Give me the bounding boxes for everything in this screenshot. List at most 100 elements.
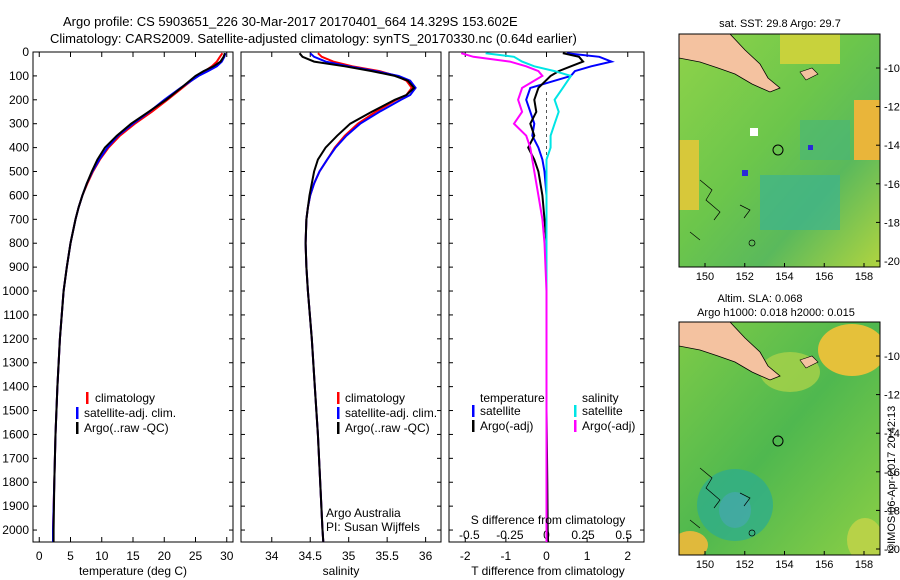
series-line-temperature-argo-adj: [527, 52, 585, 543]
sla-map: Altim. SLA: 0.068 Argo h1000: 0.018 h200…: [678, 293, 900, 571]
lat-tick-label: -16: [884, 467, 900, 479]
sla-high-patch: [679, 531, 708, 555]
sla-low-patch: [719, 492, 751, 528]
x-tick-label: 35: [342, 549, 356, 563]
y-tick-label: 900: [9, 260, 29, 274]
x-tick-label: 0: [36, 549, 43, 563]
legend-label-temp-argo: Argo(-adj): [480, 419, 533, 433]
series-line-climatology: [304, 52, 414, 543]
x-tick-label: 25: [189, 549, 203, 563]
legend-swatch-argo: [76, 422, 79, 434]
legend-swatch-satellite-clim: [337, 407, 340, 419]
x2-tick-label: -0.25: [496, 528, 524, 542]
sst-map-axes: 150 152 154 156 158 -10 -12 -14 -16 -18 -20: [696, 63, 900, 283]
sla-map-frame: [678, 321, 881, 556]
lat-tick-label: -16: [884, 179, 900, 191]
lon-tick-label: 152: [736, 271, 754, 283]
sst-map-title: sat. SST: 29.8 Argo: 29.7: [719, 18, 841, 30]
land-islands: [799, 67, 819, 81]
sst-warm-patch: [780, 34, 840, 64]
lon-tick-label: 152: [736, 559, 754, 571]
y-tick-label: 400: [9, 141, 29, 155]
temperature-panel: 0100200300400500600700800900100011001200…: [2, 45, 233, 578]
lat-tick-label: -18: [884, 505, 900, 517]
sla-map-title-1: Altim. SLA: 0.068: [718, 293, 803, 305]
legend-swatch-climatology: [86, 392, 89, 404]
difference-legend-salinity: salinity satellite Argo(-adj): [574, 391, 635, 433]
imos-credit: ©IMOS 06-Apr-2017 20:42:13: [886, 406, 898, 552]
temperature-xlabel: temperature (deg C): [79, 564, 187, 578]
salinity-panel: 34 34.5 35 35.5 36 salinity climatology sate…: [240, 51, 442, 578]
land-papua-new-guinea: [679, 322, 781, 381]
legend-label-climatology: climatology: [345, 391, 405, 405]
series-line-salinity-argo-adj: [460, 52, 548, 542]
y-tick-label: 300: [9, 117, 29, 131]
series-line-argo-raw-qc: [52, 52, 226, 542]
reef-marker: [748, 529, 756, 537]
series-line-temperature-satellite: [525, 52, 615, 542]
y-tick-label: 600: [9, 188, 29, 202]
y-tick-label: 700: [9, 212, 29, 226]
temperature-lines: [52, 52, 227, 542]
lat-tick-label: -12: [884, 102, 900, 114]
sst-cloud-mask: [750, 128, 758, 136]
x-tick-label: 5: [67, 549, 74, 563]
x-tick-label: 35.5: [375, 549, 399, 563]
salinity-plot-frame: [240, 51, 442, 543]
series-line-climatology: [52, 52, 224, 542]
lat-tick-label: -10: [884, 63, 900, 75]
y-tick-label: 1000: [2, 284, 29, 298]
legend-swatch-sal-argo: [574, 420, 577, 432]
legend-swatch-temp-argo: [472, 420, 475, 432]
lat-tick-label: -14: [884, 140, 900, 152]
difference-xlabel: T difference from climatology: [471, 564, 625, 578]
lon-tick-label: 154: [775, 559, 793, 571]
sla-high-patch: [847, 518, 880, 555]
sst-cloud-mask: [808, 145, 813, 150]
x-tick-label: 15: [126, 549, 140, 563]
difference-axis-ticks: -2 -1 0 1 2-0.5 -0.25 0 0.25 0.5: [449, 51, 644, 563]
x2-tick-label: 0.25: [571, 528, 595, 542]
title-line-2: Climatology: CARS2009. Satellite-adjuste…: [50, 31, 577, 46]
lon-tick-label: 158: [855, 271, 873, 283]
argo-float-location: [772, 435, 784, 447]
difference-lines: [460, 52, 615, 543]
series-line-argo-raw-qc: [298, 52, 416, 543]
reef-marker: [748, 239, 756, 247]
lat-tick-label: -20: [884, 256, 900, 268]
sst-map: sat. SST: 29.8 Argo: 29.7 150 152 154 156 15…: [678, 18, 900, 283]
y-tick-label: 1700: [2, 451, 29, 465]
sla-map-title-2: Argo h1000: 0.018 h2000: 0.015: [697, 307, 855, 319]
legend-swatch-argo: [337, 422, 340, 434]
legend-swatch-climatology: [337, 392, 340, 404]
y-tick-label: 1100: [3, 308, 29, 322]
lat-tick-label: -20: [884, 544, 900, 556]
x2-tick-label: 0.5: [615, 528, 632, 542]
legend-label-sal-satellite: satellite: [582, 404, 623, 418]
y-tick-label: 1900: [2, 499, 29, 513]
lat-tick-label: -12: [884, 390, 900, 402]
lon-tick-label: 156: [815, 559, 833, 571]
difference-legend-temperature: temperature satellite Argo(-adj): [472, 391, 545, 433]
land-islands: [799, 355, 819, 369]
lon-tick-label: 154: [775, 271, 793, 283]
sst-warm-patch: [854, 100, 880, 160]
x-tick-label: 34: [265, 549, 279, 563]
y-tick-label: 0: [22, 45, 29, 59]
x-tick-label: 34.5: [299, 549, 323, 563]
reef-outline: [689, 467, 751, 529]
sst-cloud-mask: [742, 170, 748, 176]
x-tick-label: -2: [460, 549, 471, 563]
difference-x2label: S difference from climatology: [471, 513, 626, 527]
series-line-satellite-adj-clim: [304, 52, 417, 543]
sla-high-patch: [818, 324, 880, 376]
lat-tick-label: -10: [884, 351, 900, 363]
land-papua-new-guinea: [679, 34, 781, 93]
y-tick-label: 1300: [2, 356, 29, 370]
y-tick-label: 500: [9, 165, 29, 179]
salinity-axis-ticks: 34 34.5 35 35.5 36: [241, 51, 441, 563]
reef-outline: [689, 179, 751, 241]
x-tick-label: 30: [220, 549, 234, 563]
legend-label-argo: Argo(..raw -QC): [345, 421, 430, 435]
x-tick-label: 1: [584, 549, 591, 563]
